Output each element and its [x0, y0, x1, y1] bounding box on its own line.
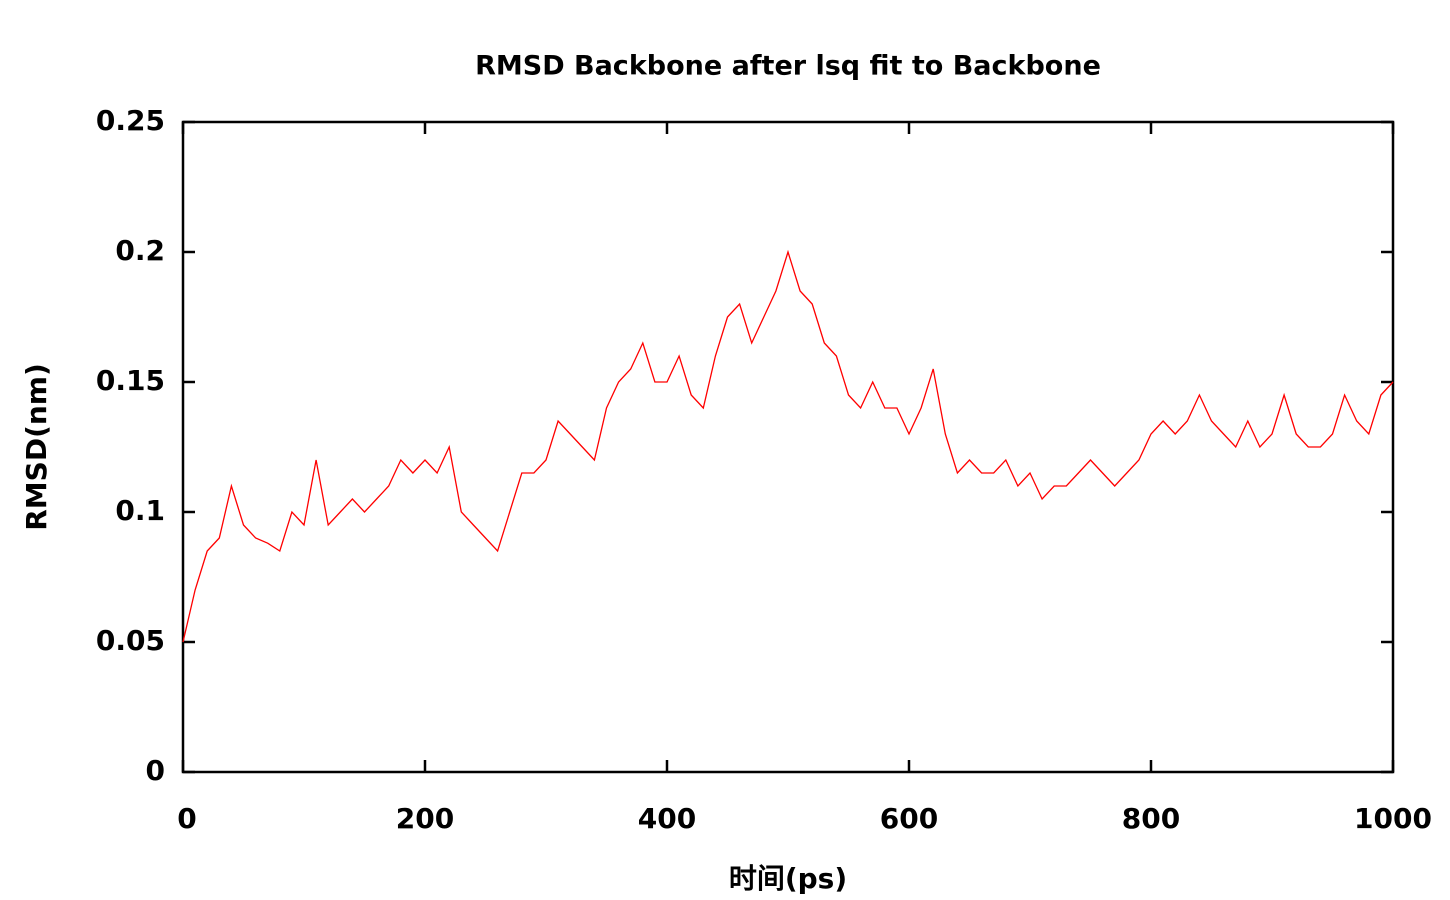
x-tick-label: 800: [1122, 802, 1180, 835]
y-tick-label: 0.25: [96, 104, 165, 137]
y-tick-label: 0.05: [96, 624, 165, 657]
data-line: [182, 249, 1394, 643]
x-tick-label: 400: [638, 802, 696, 835]
x-tick-label: 600: [880, 802, 938, 835]
y-tick-label: 0: [146, 754, 165, 787]
x-tick-label: 200: [396, 802, 454, 835]
plot-frame: [181, 120, 1395, 774]
chart-title: RMSD Backbone after lsq fit to Backbone: [475, 51, 1101, 82]
y-tick-label: 0.1: [115, 494, 165, 527]
y-tick-label: 0.15: [96, 364, 165, 397]
y-tick-label: 0.2: [115, 234, 165, 267]
x-tick-label: 1000: [1354, 802, 1432, 835]
x-axis-label: 时间(ps): [729, 862, 847, 895]
y-axis-label: RMSD(nm): [20, 363, 53, 531]
x-tick-label: 0: [177, 802, 196, 835]
